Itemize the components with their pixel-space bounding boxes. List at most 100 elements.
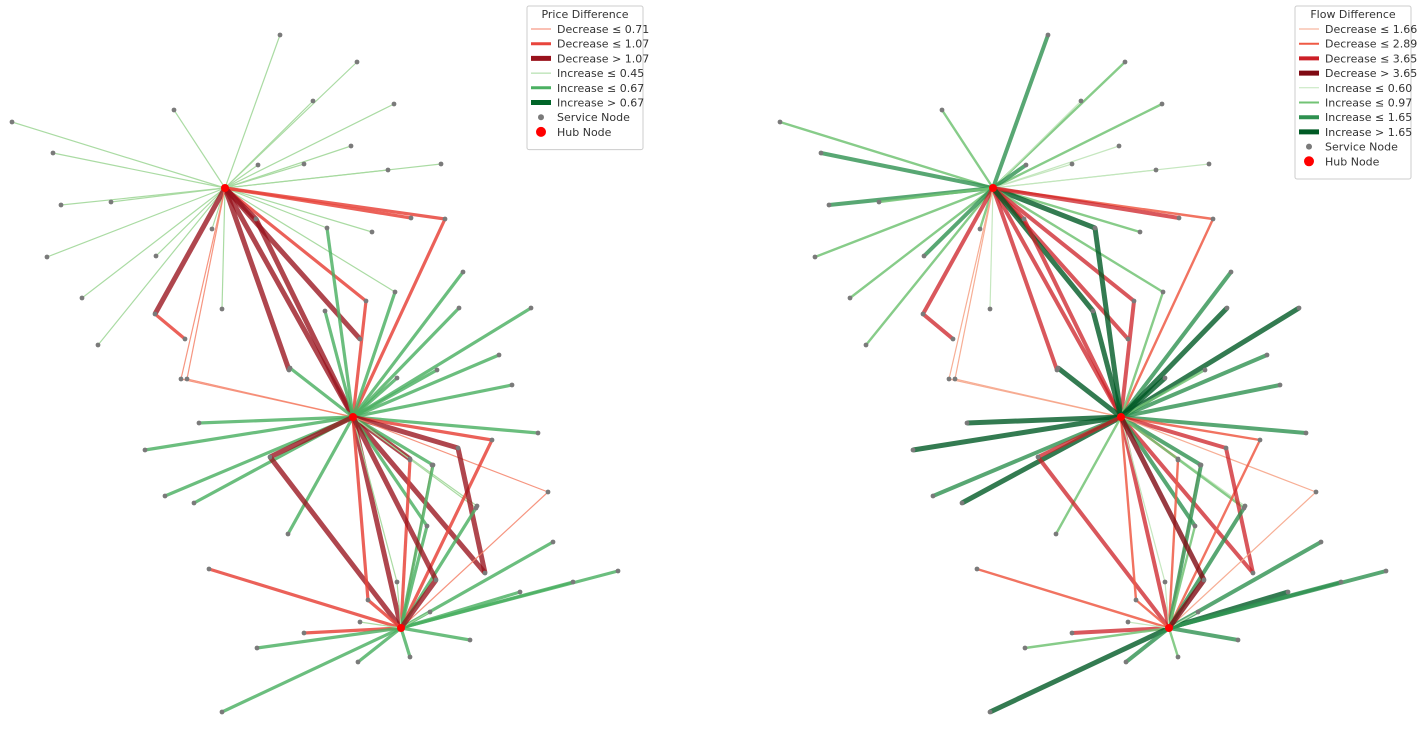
hub-node <box>989 184 997 192</box>
service-node <box>427 609 433 615</box>
network-edge <box>224 187 328 229</box>
network-edge <box>352 416 477 509</box>
network-edge <box>224 34 281 189</box>
network-edge <box>144 415 354 452</box>
service-node <box>178 376 184 382</box>
service-node <box>191 500 197 506</box>
network-edge <box>253 217 356 419</box>
network-edge <box>992 163 1073 189</box>
network-edge <box>224 187 373 233</box>
network-edge <box>1090 310 1124 418</box>
service-node <box>1383 568 1389 574</box>
service-node <box>363 298 369 304</box>
network-edge <box>357 626 402 664</box>
network-edge <box>352 368 438 419</box>
service-node <box>1053 531 1059 537</box>
network-edge <box>1124 626 1171 664</box>
network-edge <box>256 626 402 650</box>
service-node <box>1069 161 1075 167</box>
network-edge <box>351 291 397 418</box>
network-edge <box>186 378 354 418</box>
service-node <box>152 311 158 317</box>
network-edge <box>1119 416 1171 629</box>
legend-label: Increase ≤ 1.65 <box>1325 111 1412 124</box>
network-edge <box>1168 491 1317 629</box>
service-node <box>946 376 952 382</box>
service-node <box>310 98 316 104</box>
network-edge <box>351 306 461 419</box>
network-edge <box>989 187 994 310</box>
network-edge <box>352 416 398 583</box>
network-edge <box>1119 416 1138 601</box>
network-edge <box>1022 218 1123 418</box>
service-node <box>254 645 260 651</box>
hub-node <box>1117 413 1125 421</box>
network-edge <box>52 152 226 189</box>
network-edge <box>922 186 995 258</box>
service-node <box>408 215 414 221</box>
network-edge <box>223 186 258 221</box>
service-node <box>1338 579 1344 585</box>
network-edge <box>954 378 1122 418</box>
network-edge <box>992 169 1157 189</box>
network-edge <box>1120 416 1245 509</box>
service-node <box>253 216 259 222</box>
service-node <box>355 659 361 665</box>
service-node <box>348 143 354 149</box>
network-edge <box>323 310 355 418</box>
network-edge <box>1024 626 1170 650</box>
service-node <box>354 59 360 65</box>
legend-label: Increase ≤ 0.60 <box>1325 82 1412 95</box>
network-edge <box>1168 569 1387 630</box>
service-node <box>952 376 958 382</box>
service-node <box>206 566 212 572</box>
network-edge <box>1119 415 1197 528</box>
network-edge <box>1119 291 1165 418</box>
network-edge <box>1119 415 1255 575</box>
flow-panel: Flow Difference Decrease ≤ 1.66 Decrease ≤… <box>777 5 1417 715</box>
network-edge <box>224 186 412 220</box>
network-edge <box>976 567 1170 630</box>
network-edge <box>351 376 399 419</box>
network-edge <box>779 120 994 190</box>
network-edge <box>97 187 226 346</box>
network-edge <box>991 34 1050 189</box>
service-node <box>1162 579 1168 585</box>
service-node <box>528 305 534 311</box>
network-edge <box>352 415 434 467</box>
network-edge <box>173 109 226 189</box>
service-node <box>357 619 363 625</box>
legend-label: Decrease ≤ 1.66 <box>1325 23 1417 36</box>
service-node <box>9 119 15 125</box>
service-node <box>876 199 882 205</box>
service-node <box>365 597 371 603</box>
service-node <box>977 226 983 232</box>
service-node <box>545 489 551 495</box>
service-node <box>1022 645 1028 651</box>
service-node <box>1123 659 1129 665</box>
network-edge <box>992 102 1163 190</box>
network-edge <box>351 300 368 418</box>
network-edge <box>396 581 402 629</box>
service-node <box>142 447 148 453</box>
service-node <box>570 579 576 585</box>
legend-label: Decrease ≤ 1.07 <box>557 38 649 51</box>
service-node <box>847 295 853 301</box>
service-node <box>1210 216 1216 222</box>
service-node <box>285 531 291 537</box>
network-edge <box>1054 416 1123 535</box>
network-edge <box>400 626 471 642</box>
service-node <box>171 107 177 113</box>
legend-label: Increase > 0.67 <box>557 97 644 110</box>
network-edge <box>921 312 955 341</box>
legend-swatch-dot <box>1306 143 1312 150</box>
service-node <box>959 500 965 506</box>
legend-label: Increase ≤ 0.67 <box>557 82 644 95</box>
service-node <box>1257 437 1263 443</box>
service-node <box>1131 298 1137 304</box>
service-node <box>473 505 479 511</box>
service-node <box>407 457 413 463</box>
legend-swatch-dot <box>538 114 544 121</box>
network-edge <box>1135 599 1170 629</box>
service-node <box>1116 143 1122 149</box>
